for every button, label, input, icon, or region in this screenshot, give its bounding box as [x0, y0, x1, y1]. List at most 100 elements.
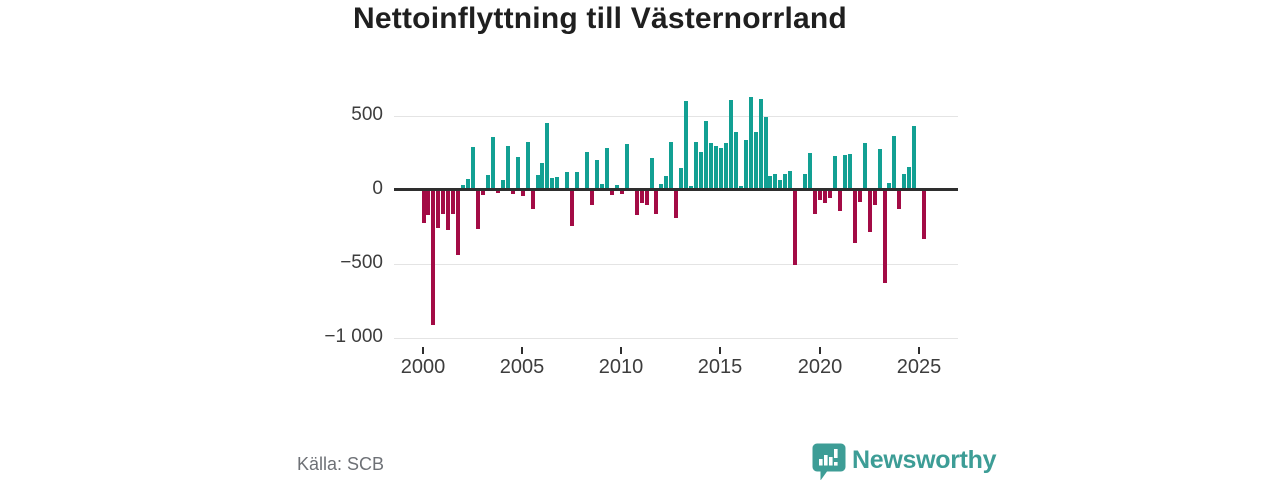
- bar: [624, 144, 629, 190]
- bar: [808, 153, 813, 190]
- bar: [540, 163, 545, 190]
- y-tick-label-500: 500: [351, 104, 383, 125]
- x-tick-label-2025: 2025: [896, 356, 942, 378]
- bar: [451, 190, 456, 214]
- bar: [654, 190, 659, 214]
- bar: [897, 190, 902, 209]
- bar: [723, 143, 728, 190]
- bar: [694, 141, 699, 190]
- bar: [738, 185, 743, 190]
- bar: [704, 121, 709, 190]
- bar: [788, 170, 793, 190]
- bar: [689, 185, 694, 190]
- bar: [441, 190, 446, 215]
- zero-axis-line: [394, 188, 958, 191]
- bar: [545, 123, 550, 190]
- x-tick-label-2005: 2005: [499, 356, 545, 378]
- y-tick-label-minus-500: −500: [340, 252, 383, 273]
- gridline-500: [394, 116, 958, 117]
- bar: [877, 149, 882, 190]
- bar: [436, 190, 441, 228]
- x-tick-label-2000: 2000: [400, 356, 446, 378]
- bar: [421, 190, 426, 223]
- bar: [813, 190, 818, 215]
- x-tick-label-2010: 2010: [598, 356, 644, 378]
- bar: [733, 132, 738, 190]
- bar: [793, 190, 798, 265]
- bar: [634, 190, 639, 216]
- bar: [684, 101, 689, 190]
- bar: [515, 156, 520, 190]
- bar: [892, 135, 897, 190]
- bar: [490, 137, 495, 190]
- bar: [476, 190, 481, 230]
- bar: [609, 190, 614, 196]
- gridline-minus-1000: [394, 338, 958, 339]
- bar: [837, 190, 842, 212]
- bar: [599, 184, 604, 190]
- bar: [748, 96, 753, 190]
- bar: [743, 140, 748, 190]
- bar: [669, 141, 674, 190]
- bar: [728, 99, 733, 190]
- bar: [778, 180, 783, 190]
- bar: [555, 177, 560, 190]
- bar: [535, 175, 540, 190]
- bar: [426, 190, 431, 216]
- bar: [614, 184, 619, 190]
- bar: [887, 182, 892, 190]
- bar: [823, 190, 828, 203]
- bar: [575, 172, 580, 190]
- bar: [500, 180, 505, 190]
- bar: [456, 190, 461, 256]
- bar: [907, 167, 912, 190]
- bar: [818, 190, 823, 200]
- bar: [713, 145, 718, 190]
- bar: [594, 160, 599, 190]
- bar: [763, 117, 768, 190]
- bar: [466, 178, 471, 190]
- bar: [431, 190, 436, 325]
- bar: [520, 190, 525, 196]
- bar: [857, 190, 862, 202]
- bar: [912, 125, 917, 190]
- bar: [525, 141, 530, 190]
- bar: [699, 152, 704, 190]
- newsworthy-logo: [812, 443, 846, 480]
- y-tick-label-0: 0: [372, 178, 383, 199]
- bar: [902, 173, 907, 190]
- bar: [510, 190, 515, 195]
- gridline-minus-500: [394, 264, 958, 265]
- bar: [570, 190, 575, 227]
- bar: [872, 190, 877, 205]
- bar: [664, 175, 669, 190]
- bar: [674, 190, 679, 219]
- x-tick-label-2015: 2015: [697, 356, 743, 378]
- bar: [480, 190, 485, 196]
- bar: [718, 147, 723, 190]
- bar: [773, 174, 778, 190]
- x-tick-mark-2010: [620, 347, 622, 354]
- bar: [446, 190, 451, 230]
- bar: [590, 190, 595, 205]
- bar: [471, 147, 476, 190]
- y-tick-label-minus-1000: −1 000: [324, 326, 383, 347]
- x-tick-mark-2015: [719, 347, 721, 354]
- bar: [495, 190, 500, 193]
- newsworthy-logo-icon: [812, 443, 846, 480]
- bar: [604, 147, 609, 190]
- bar: [852, 190, 857, 244]
- bar: [550, 178, 555, 190]
- bar: [461, 184, 466, 190]
- x-tick-mark-2005: [521, 347, 523, 354]
- x-tick-label-2020: 2020: [797, 356, 843, 378]
- bar: [505, 145, 510, 190]
- bar: [882, 190, 887, 284]
- page-title: Nettoinflyttning till Västernorrland: [353, 2, 847, 35]
- bar: [758, 98, 763, 190]
- x-tick-mark-2000: [422, 347, 424, 354]
- bar: [565, 172, 570, 190]
- bar: [783, 173, 788, 190]
